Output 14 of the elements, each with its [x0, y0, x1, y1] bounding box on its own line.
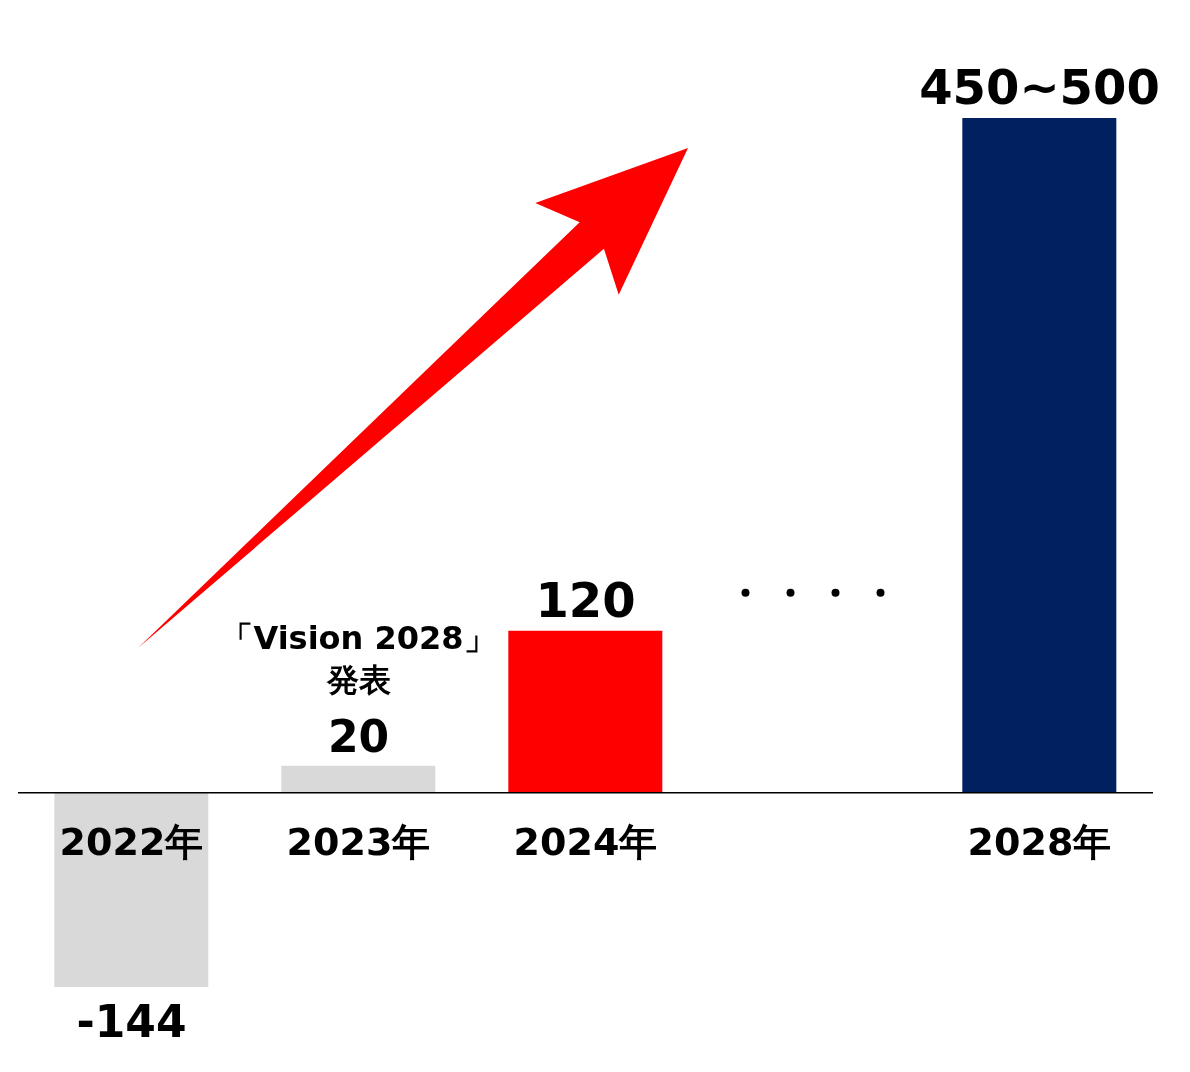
- data-label: 450~500: [919, 59, 1160, 115]
- bar: [281, 765, 436, 793]
- bar: [962, 118, 1117, 793]
- data-label: 20: [327, 710, 390, 762]
- bar: [54, 792, 209, 987]
- annotation: 発表: [325, 660, 391, 699]
- data-label: -144: [76, 996, 187, 1047]
- x-tick-label: 2023年: [286, 819, 431, 864]
- bar: [508, 630, 663, 793]
- data-label: 120: [535, 571, 636, 628]
- x-tick-label: 2028年: [967, 819, 1112, 864]
- annotation: 「Vision 2028」: [221, 618, 496, 657]
- x-tick-label: 2024年: [513, 819, 658, 864]
- x-tick-label: 2022年: [59, 819, 204, 864]
